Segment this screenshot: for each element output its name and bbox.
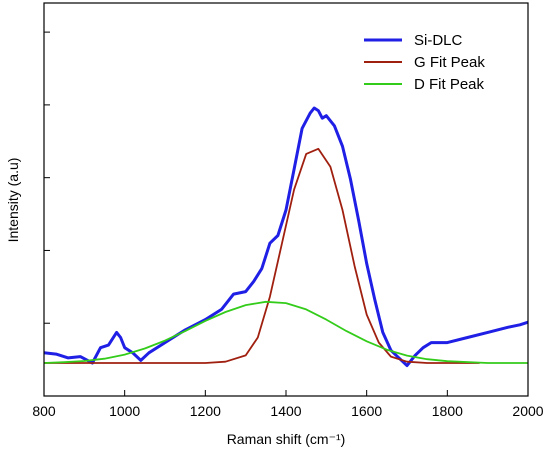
legend-label: G Fit Peak xyxy=(414,54,485,71)
x-tick-label: 2000 xyxy=(512,403,543,419)
series-line-d-fit-peak xyxy=(43,300,528,364)
y-axis-ticks xyxy=(44,31,50,324)
series-line-g-fit-peak xyxy=(44,147,480,364)
x-tick-label: 1200 xyxy=(190,403,221,419)
x-axis-ticks: 800 1000 1200 1400 1600 1800 2000 xyxy=(32,390,544,419)
y-axis-label: Intensity (a.u) xyxy=(5,158,21,243)
x-tick-label: 1000 xyxy=(109,403,140,419)
x-tick-label: 1800 xyxy=(432,403,463,419)
legend-label: D Fit Peak xyxy=(414,76,485,93)
legend: Si-DLC G Fit Peak D Fit Peak xyxy=(364,32,485,93)
x-axis-label: Raman shift (cm⁻¹) xyxy=(227,431,346,447)
x-tick-label: 1400 xyxy=(270,403,301,419)
x-tick-label: 800 xyxy=(32,403,56,419)
plot-lines xyxy=(43,106,529,368)
legend-label: Si-DLC xyxy=(414,32,463,49)
x-tick-label: 1600 xyxy=(351,403,382,419)
